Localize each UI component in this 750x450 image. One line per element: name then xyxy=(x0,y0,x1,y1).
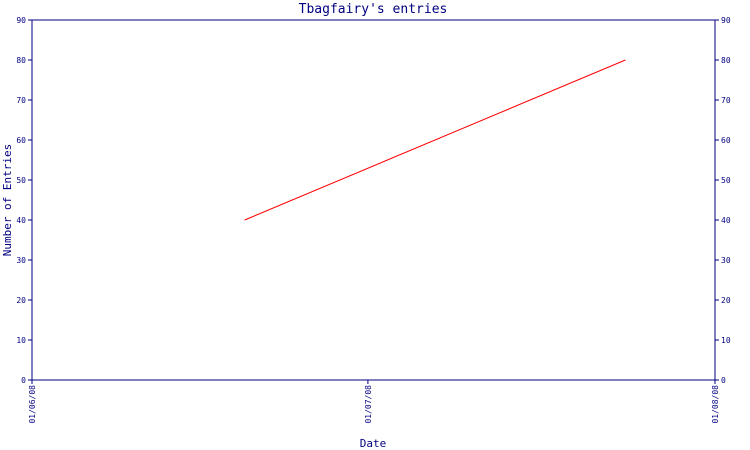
y-tick-label: 40 xyxy=(16,216,26,225)
series-line xyxy=(244,59,626,221)
y-right-tick-label: 90 xyxy=(721,16,731,25)
y-tick-label: 80 xyxy=(16,56,26,65)
y-tick-label: 90 xyxy=(16,16,26,25)
y-axis-left-ticks: 0 10 20 30 40 50 60 70 80 90 xyxy=(16,16,32,385)
y-right-tick-label: 40 xyxy=(721,216,731,225)
x-tick-label: 01/07/08 xyxy=(364,385,373,424)
x-axis-label: Date xyxy=(360,437,387,450)
y-right-tick-label: 50 xyxy=(721,176,731,185)
x-tick-label: 01/06/08 xyxy=(28,385,37,424)
y-tick-label: 60 xyxy=(16,136,26,145)
y-tick-label: 70 xyxy=(16,96,26,105)
y-right-tick-label: 30 xyxy=(721,256,731,265)
y-axis-label: Number of Entries xyxy=(1,144,14,257)
x-axis-ticks: 01/06/08 01/07/08 01/08/08 xyxy=(28,380,720,424)
y-tick-label: 10 xyxy=(16,336,26,345)
y-tick-label: 50 xyxy=(16,176,26,185)
y-right-tick-label: 10 xyxy=(721,336,731,345)
plot-frame xyxy=(31,19,716,381)
y-tick-label: 20 xyxy=(16,296,26,305)
y-axis-right-ticks: 0 10 20 30 40 50 60 70 80 90 xyxy=(715,16,731,385)
y-right-tick-label: 80 xyxy=(721,56,731,65)
y-right-tick-label: 60 xyxy=(721,136,731,145)
series-layer xyxy=(244,59,626,221)
chart-title: Tbagfairy's entries xyxy=(299,2,448,17)
y-tick-label: 30 xyxy=(16,256,26,265)
y-tick-label: 0 xyxy=(21,376,26,385)
x-tick-label: 01/08/08 xyxy=(711,385,720,424)
y-right-tick-label: 20 xyxy=(721,296,731,305)
y-right-tick-label: 0 xyxy=(721,376,726,385)
y-right-tick-label: 70 xyxy=(721,96,731,105)
